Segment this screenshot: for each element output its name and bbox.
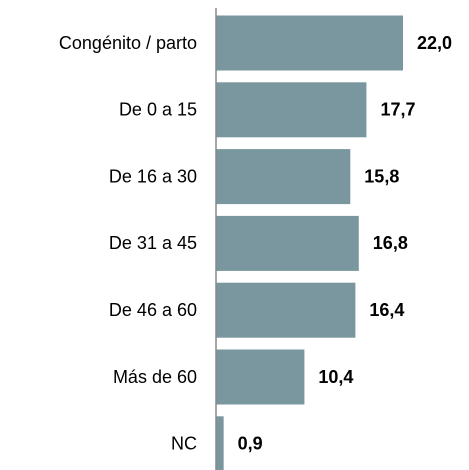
value-label: 15,8 — [364, 166, 399, 186]
category-label: De 0 a 15 — [119, 100, 197, 120]
category-label: De 31 a 45 — [109, 233, 197, 253]
category-label: Congénito / parto — [59, 33, 197, 53]
value-label: 17,7 — [380, 100, 415, 120]
category-label: De 16 a 30 — [109, 166, 197, 186]
value-label: 16,8 — [373, 233, 408, 253]
category-label: NC — [171, 434, 197, 454]
value-label: 22,0 — [417, 33, 452, 53]
value-label: 0,9 — [238, 434, 263, 454]
category-label: Más de 60 — [113, 367, 197, 387]
category-label: De 46 a 60 — [109, 300, 197, 320]
value-label: 10,4 — [318, 367, 353, 387]
value-label: 16,4 — [369, 300, 404, 320]
bar — [216, 15, 403, 71]
bar — [216, 282, 356, 338]
bar — [216, 215, 359, 271]
bar — [216, 349, 305, 405]
bar — [216, 82, 367, 138]
bar — [216, 149, 351, 205]
bar — [216, 416, 224, 470]
